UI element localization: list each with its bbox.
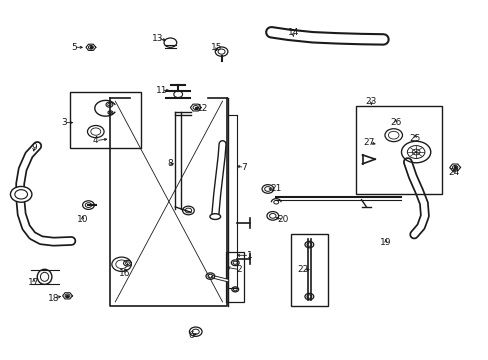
Ellipse shape: [209, 214, 220, 220]
Text: 10: 10: [77, 215, 88, 224]
Bar: [225, 252, 244, 302]
Text: 24: 24: [447, 168, 459, 177]
Text: 26: 26: [389, 118, 401, 127]
Text: 23: 23: [365, 96, 376, 105]
Text: 8: 8: [167, 159, 173, 168]
Bar: [70, 92, 141, 148]
Text: 2: 2: [236, 265, 242, 274]
Text: 4: 4: [93, 136, 99, 145]
Text: 19: 19: [379, 238, 391, 247]
Text: 11: 11: [156, 86, 167, 95]
Bar: [291, 234, 327, 306]
Circle shape: [10, 186, 32, 202]
Bar: [355, 107, 442, 194]
Text: 6: 6: [187, 332, 193, 341]
Text: 21: 21: [270, 184, 281, 193]
Text: 22: 22: [297, 265, 308, 274]
Text: 12: 12: [197, 104, 208, 113]
Text: 14: 14: [287, 28, 298, 37]
Text: 27: 27: [363, 138, 374, 147]
Text: 16: 16: [119, 269, 130, 278]
Text: 3: 3: [61, 118, 67, 127]
Text: 9: 9: [31, 143, 37, 152]
Text: 20: 20: [277, 215, 288, 224]
Text: 7: 7: [241, 163, 247, 172]
Text: 18: 18: [47, 294, 59, 303]
Text: 25: 25: [408, 134, 420, 143]
Text: 1: 1: [246, 251, 252, 260]
Text: 15: 15: [210, 43, 222, 52]
Text: 13: 13: [152, 34, 163, 43]
Text: 17: 17: [28, 278, 40, 287]
Text: 5: 5: [71, 43, 77, 52]
